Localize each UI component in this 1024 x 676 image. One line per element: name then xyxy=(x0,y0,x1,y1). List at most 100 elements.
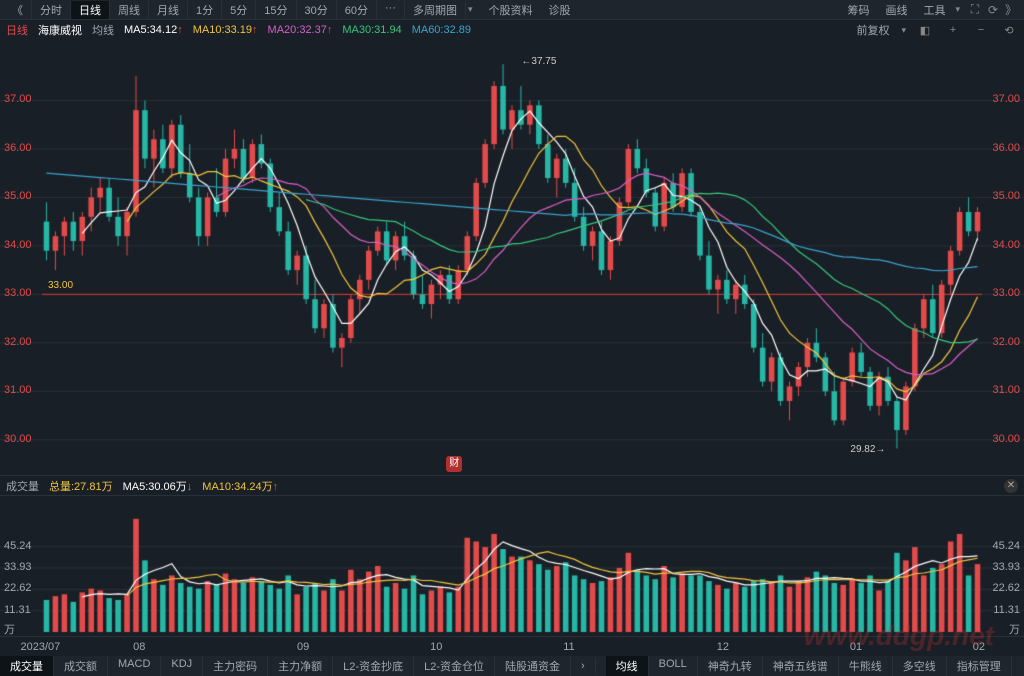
ma60-legend: MA60:32.89 xyxy=(412,24,471,36)
stock-name: 海康威视 xyxy=(38,22,82,38)
vol-ma5: MA5:30.06万 xyxy=(123,478,193,494)
indicator-tab-L2-资金抄底[interactable]: L2-资金抄底 xyxy=(333,656,414,676)
tf-label: 日线 xyxy=(6,22,28,38)
tool-工具[interactable]: 工具 xyxy=(915,1,953,19)
y-tick: 31.00 xyxy=(992,384,1020,396)
bottom-tabs: 成交量成交额MACDKDJ主力密码主力净额L2-资金抄底L2-资金仓位陆股通资金… xyxy=(0,656,1024,676)
y-tick: 37.00 xyxy=(992,93,1020,105)
indicator-tab-主力密码[interactable]: 主力密码 xyxy=(203,656,268,676)
link-诊股[interactable]: 诊股 xyxy=(541,1,579,19)
indicator-tab-KDJ[interactable]: KDJ xyxy=(161,656,203,676)
x-tick: 11 xyxy=(563,641,574,653)
order-line-label: 33.00 xyxy=(48,280,73,291)
ma5-legend: MA5:34.12 xyxy=(124,24,183,36)
overlay-tab-神奇九转[interactable]: 神奇九转 xyxy=(698,656,763,676)
timeframe-周线[interactable]: 周线 xyxy=(110,1,149,19)
price-chart[interactable]: 30.0030.0031.0031.0032.0032.0033.0033.00… xyxy=(0,40,1024,476)
x-tick: 02 xyxy=(973,641,985,653)
y-tick: 31.00 xyxy=(4,384,32,396)
timeframe-日线[interactable]: 日线 xyxy=(71,1,110,19)
vol-y-tick: 33.93 xyxy=(4,561,32,573)
y-tick: 32.00 xyxy=(992,336,1020,348)
timeframe-月线[interactable]: 月线 xyxy=(149,1,188,19)
ma-label: 均线 xyxy=(92,22,114,38)
overlay-tab-牛熊线[interactable]: 牛熊线 xyxy=(839,656,893,676)
vol-y-tick: 45.24 xyxy=(4,540,32,552)
zoom-in-icon[interactable]: + xyxy=(944,24,962,36)
overlay-tab-均线[interactable]: 均线 xyxy=(606,656,649,676)
vol-unit: 万 xyxy=(4,621,15,637)
link-个股资料[interactable]: 个股资料 xyxy=(481,1,541,19)
y-tick: 36.00 xyxy=(4,142,32,154)
volume-legend: 成交量 总量:27.81万 MA5:30.06万 MA10:34.24万 ✕ xyxy=(0,476,1024,496)
y-tick: 37.00 xyxy=(4,93,32,105)
timeframe-60分[interactable]: 60分 xyxy=(337,1,377,19)
overlay-tab-神奇五线谱[interactable]: 神奇五线谱 xyxy=(763,656,839,676)
tool-画线[interactable]: 画线 xyxy=(877,1,915,19)
adj-label[interactable]: 前复权 xyxy=(856,22,889,38)
timeframe-多周期图[interactable]: 多周期图 xyxy=(405,1,466,19)
overlay-tab-多空线[interactable]: 多空线 xyxy=(893,656,947,676)
vol-total: 总量:27.81万 xyxy=(49,478,113,494)
indicator-tab-成交额[interactable]: 成交额 xyxy=(54,656,108,676)
reset-icon[interactable]: ⟲ xyxy=(1000,24,1018,37)
indicator-tab-陆股通资金[interactable]: 陆股通资金 xyxy=(495,656,571,676)
x-axis: 2023/07 08 09 10 11 12 01 02 xyxy=(0,636,1024,656)
y-tick: 34.00 xyxy=(992,239,1020,251)
y-tick: 36.00 xyxy=(992,142,1020,154)
timeframe-5分[interactable]: 5分 xyxy=(222,1,256,19)
indicator-tab-主力净额[interactable]: 主力净额 xyxy=(268,656,333,676)
ma30-legend: MA30:31.94 xyxy=(342,24,401,36)
x-tick: 12 xyxy=(717,641,729,653)
y-tick: 30.00 xyxy=(992,433,1020,445)
scroll-right-icon[interactable]: › xyxy=(571,658,596,674)
vol-y-tick: 33.93 xyxy=(992,561,1020,573)
ma20-legend: MA20:32.37 xyxy=(268,24,333,36)
indicator-tab-成交量[interactable]: 成交量 xyxy=(0,656,54,676)
fullscreen-icon[interactable]: ⛶ xyxy=(966,2,984,17)
x-tick: 01 xyxy=(850,641,862,653)
refresh-icon[interactable]: ⟳ xyxy=(984,3,1002,17)
timeframe-分时[interactable]: 分时 xyxy=(32,1,71,19)
overlay-tab-指标管理[interactable]: 指标管理 xyxy=(947,656,1012,676)
timeframe-···[interactable]: ··· xyxy=(377,1,405,19)
timeframe-15分[interactable]: 15分 xyxy=(256,1,296,19)
timeframe-30分[interactable]: 30分 xyxy=(297,1,337,19)
price-canvas xyxy=(0,40,1024,476)
more-icon[interactable]: 》 xyxy=(1002,1,1020,18)
timeframe-1分[interactable]: 1分 xyxy=(188,1,222,19)
x-tick: 10 xyxy=(430,641,442,653)
vol-y-tick: 11.31 xyxy=(4,604,31,616)
back-icon[interactable]: 《 xyxy=(4,1,32,19)
volume-chart[interactable]: 11.3111.3122.6222.6233.9333.9345.2445.24… xyxy=(0,496,1024,636)
y-tick: 34.00 xyxy=(4,239,32,251)
low-label: 29.82→ xyxy=(850,444,885,455)
layout-icon[interactable]: ◧ xyxy=(916,24,934,37)
ma10-legend: MA10:33.19 xyxy=(193,24,258,36)
indicator-tab-L2-资金仓位[interactable]: L2-资金仓位 xyxy=(414,656,495,676)
close-icon[interactable]: ✕ xyxy=(1004,479,1018,493)
top-toolbar: 《 分时日线周线月线1分5分15分30分60分···多周期图 ▾ 个股资料诊股 … xyxy=(0,0,1024,20)
overlay-tab-BOLL[interactable]: BOLL xyxy=(649,656,698,676)
vol-unit: 万 xyxy=(1009,621,1020,637)
y-tick: 35.00 xyxy=(992,190,1020,202)
vol-ma10: MA10:34.24万 xyxy=(202,478,278,494)
event-badge[interactable]: 财 xyxy=(446,456,462,472)
x-tick: 2023/07 xyxy=(20,641,60,653)
indicator-tab-MACD[interactable]: MACD xyxy=(108,656,161,676)
chevron-down-icon[interactable]: ▾ xyxy=(468,4,473,15)
y-tick: 35.00 xyxy=(4,190,32,202)
vol-y-tick: 22.62 xyxy=(992,582,1020,594)
x-tick: 09 xyxy=(297,641,309,653)
zoom-out-icon[interactable]: − xyxy=(972,24,990,36)
chevron-down-icon[interactable]: ▾ xyxy=(955,4,960,15)
chevron-down-icon[interactable]: ▾ xyxy=(901,25,906,36)
y-tick: 32.00 xyxy=(4,336,32,348)
x-tick: 08 xyxy=(133,641,145,653)
high-label: ←37.75 xyxy=(521,56,556,67)
tool-筹码[interactable]: 筹码 xyxy=(839,1,877,19)
vol-label: 成交量 xyxy=(6,478,39,494)
price-legend: 日线 海康威视 均线 MA5:34.12 MA10:33.19 MA20:32.… xyxy=(0,20,1024,40)
y-tick: 33.00 xyxy=(4,287,32,299)
y-tick: 33.00 xyxy=(992,287,1020,299)
